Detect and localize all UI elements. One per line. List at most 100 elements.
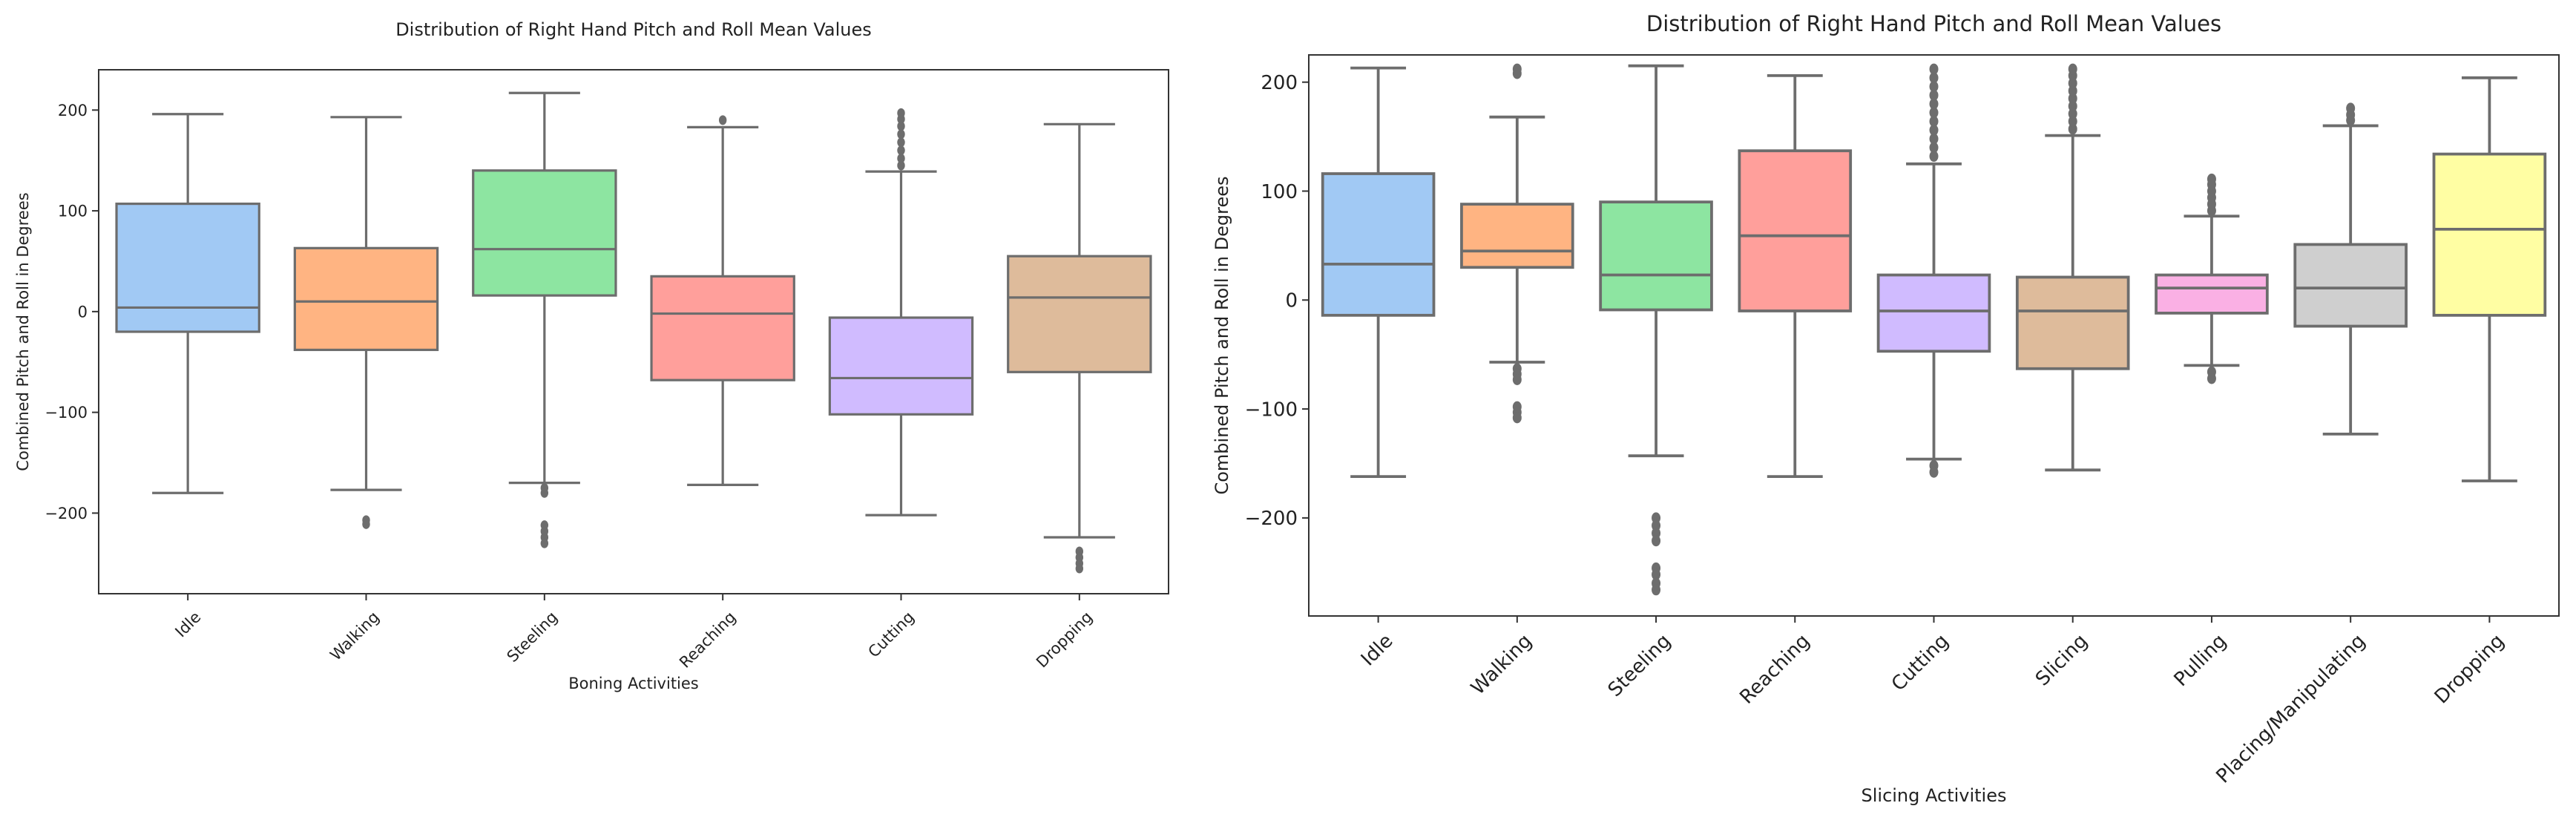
chart-title: Distribution of Right Hand Pitch and Rol… bbox=[1646, 11, 2221, 36]
box-walking bbox=[293, 116, 439, 529]
outlier-point bbox=[1929, 107, 1939, 119]
box-placing-manipulating bbox=[2293, 102, 2408, 436]
box-slicing bbox=[2015, 63, 2130, 472]
box-idle bbox=[1321, 66, 1436, 479]
box-iqr bbox=[1738, 149, 1853, 312]
outlier-point bbox=[1929, 89, 1939, 101]
box-reaching bbox=[1738, 73, 1853, 479]
box-idle bbox=[115, 113, 260, 494]
y-tick-label: 100 bbox=[58, 203, 88, 220]
box-iqr bbox=[115, 202, 260, 333]
outlier-point bbox=[2068, 63, 2077, 75]
outlier-point bbox=[1512, 63, 1522, 75]
outlier-point bbox=[1652, 512, 1661, 524]
box-walking bbox=[1460, 63, 1574, 424]
outlier-point bbox=[897, 129, 905, 140]
y-axis-label: Combined Pitch and Roll in Degrees bbox=[1212, 176, 1232, 494]
outlier-point bbox=[897, 108, 905, 118]
x-tick-label: Reaching bbox=[1735, 630, 1814, 709]
outlier-point bbox=[1929, 63, 1939, 75]
outlier-point bbox=[897, 145, 905, 156]
outlier-point bbox=[1652, 568, 1661, 580]
outlier-point bbox=[2068, 85, 2077, 96]
outlier-point bbox=[2068, 116, 2077, 128]
outlier-point bbox=[2068, 108, 2077, 119]
outlier-point bbox=[2068, 100, 2077, 112]
chart-2: Distribution of Right Hand Pitch and Rol… bbox=[1212, 11, 2560, 806]
x-tick-label: Dropping bbox=[1033, 608, 1096, 671]
outlier-point bbox=[1652, 535, 1661, 547]
x-axis-label: Boning Activities bbox=[568, 675, 699, 692]
y-tick-label: 200 bbox=[1261, 72, 1298, 94]
x-tick-label: Walking bbox=[326, 608, 382, 663]
outlier-point bbox=[2068, 77, 2077, 89]
y-tick-label: 0 bbox=[1285, 290, 1298, 312]
x-axis-label: Slicing Activities bbox=[1862, 785, 2007, 806]
outlier-point bbox=[2346, 102, 2356, 114]
box-iqr bbox=[650, 275, 795, 381]
box-iqr bbox=[2293, 243, 2408, 328]
outlier-point bbox=[1929, 133, 1939, 145]
outlier-point bbox=[897, 121, 905, 131]
y-tick-label: −100 bbox=[1245, 399, 1298, 421]
outlier-point bbox=[1075, 563, 1084, 574]
outlier-point bbox=[1929, 72, 1939, 84]
box-dropping bbox=[2432, 76, 2547, 482]
x-tick-label: Pulling bbox=[2170, 630, 2231, 691]
y-axis-label: Combined Pitch and Roll in Degrees bbox=[14, 192, 32, 471]
outlier-point bbox=[362, 519, 370, 529]
box-cutting bbox=[1876, 63, 1991, 478]
x-tick-label: Reaching bbox=[676, 608, 739, 671]
box-iqr bbox=[1460, 203, 1574, 269]
y-tick-label: −100 bbox=[45, 404, 88, 422]
box-iqr bbox=[1321, 172, 1436, 317]
plot-frame bbox=[98, 69, 1169, 594]
outlier-point bbox=[2207, 373, 2216, 384]
outlier-point bbox=[1929, 124, 1939, 136]
outlier-point bbox=[1929, 98, 1939, 110]
outlier-point bbox=[540, 538, 549, 548]
box-iqr bbox=[828, 316, 974, 416]
outlier-point bbox=[1652, 519, 1661, 531]
chart-title: Distribution of Right Hand Pitch and Rol… bbox=[395, 19, 872, 40]
x-tick-label: Steeling bbox=[1604, 630, 1675, 701]
x-tick-label: Slicing bbox=[2031, 630, 2092, 691]
outlier-point bbox=[1929, 151, 1939, 163]
box-steeling bbox=[472, 91, 617, 548]
outlier-point bbox=[897, 153, 905, 163]
box-dropping bbox=[1007, 122, 1152, 574]
box-reaching bbox=[650, 115, 795, 486]
outlier-point bbox=[1512, 373, 1522, 385]
x-tick-label: Cutting bbox=[864, 608, 917, 661]
outlier-point bbox=[1652, 584, 1661, 596]
outlier-point bbox=[1929, 466, 1939, 478]
chart-1: Distribution of Right Hand Pitch and Rol… bbox=[14, 19, 1169, 692]
x-tick-label: Steeling bbox=[504, 608, 562, 666]
outlier-point bbox=[1929, 142, 1939, 154]
x-tick-label: Cutting bbox=[1887, 630, 1954, 696]
x-tick-label: Idle bbox=[1357, 630, 1398, 671]
y-tick-label: −200 bbox=[1245, 508, 1298, 530]
outlier-point bbox=[2207, 173, 2216, 185]
x-tick-label: Placing/Manipulating bbox=[2212, 630, 2370, 788]
outlier-point bbox=[540, 488, 549, 498]
outlier-point bbox=[2068, 123, 2077, 135]
outlier-point bbox=[1929, 81, 1939, 93]
x-tick-label: Dropping bbox=[2431, 630, 2509, 709]
y-tick-label: 100 bbox=[1261, 181, 1298, 203]
box-cutting bbox=[828, 108, 974, 517]
box-iqr bbox=[2015, 275, 2130, 370]
y-tick-label: −200 bbox=[45, 505, 88, 522]
y-tick-label: 200 bbox=[58, 102, 88, 119]
box-iqr bbox=[293, 246, 439, 352]
box-iqr bbox=[1007, 255, 1152, 373]
outlier-point bbox=[2068, 93, 2077, 105]
box-iqr bbox=[1599, 200, 1713, 312]
x-tick-label: Walking bbox=[1467, 630, 1537, 700]
box-pulling bbox=[2155, 173, 2269, 384]
box-iqr bbox=[2432, 152, 2547, 317]
box-iqr bbox=[1876, 273, 1991, 353]
y-tick-label: 0 bbox=[78, 303, 88, 321]
outlier-point bbox=[897, 137, 905, 148]
